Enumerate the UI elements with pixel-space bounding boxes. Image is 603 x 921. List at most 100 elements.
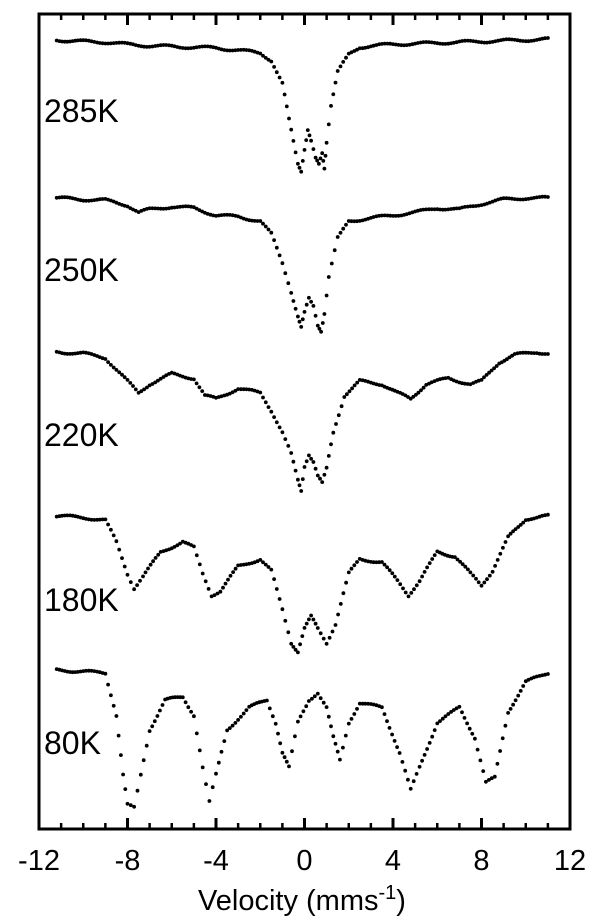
data-point bbox=[161, 43, 166, 47]
data-point bbox=[391, 42, 395, 46]
data-point bbox=[408, 396, 413, 401]
data-point bbox=[380, 705, 384, 710]
data-point bbox=[266, 57, 271, 62]
data-point bbox=[430, 734, 435, 739]
data-point bbox=[200, 571, 205, 576]
data-point bbox=[458, 559, 462, 564]
data-point bbox=[329, 261, 334, 266]
curve-label-250K: 250K bbox=[44, 252, 119, 288]
data-point bbox=[492, 366, 496, 371]
spectrum-220K bbox=[54, 349, 550, 493]
data-point bbox=[380, 213, 384, 218]
data-point bbox=[324, 465, 329, 470]
data-point bbox=[387, 568, 392, 573]
data-point bbox=[84, 517, 88, 521]
data-point bbox=[147, 206, 152, 211]
data-point bbox=[309, 613, 313, 618]
data-point bbox=[263, 400, 268, 405]
data-point bbox=[97, 197, 102, 202]
data-point bbox=[321, 636, 326, 641]
data-point bbox=[286, 281, 291, 286]
data-point bbox=[460, 39, 464, 43]
data-point bbox=[203, 579, 208, 584]
data-point bbox=[482, 580, 487, 585]
data-point bbox=[122, 375, 127, 380]
data-point bbox=[266, 565, 271, 569]
data-point bbox=[261, 221, 265, 226]
data-point bbox=[540, 194, 545, 199]
data-point bbox=[92, 669, 97, 673]
data-point bbox=[197, 748, 202, 753]
data-point bbox=[309, 138, 313, 143]
data-point bbox=[172, 545, 177, 549]
data-point bbox=[78, 38, 83, 43]
data-point bbox=[111, 533, 116, 538]
data-point bbox=[178, 541, 182, 546]
data-point bbox=[338, 230, 343, 235]
data-point bbox=[479, 40, 484, 45]
x-tick-label: 4 bbox=[385, 845, 401, 877]
curve-label-285K: 285K bbox=[44, 93, 119, 129]
data-point bbox=[374, 214, 379, 219]
data-point bbox=[521, 350, 525, 355]
data-point bbox=[117, 40, 122, 45]
data-point bbox=[276, 731, 280, 736]
data-point bbox=[324, 140, 329, 145]
data-point bbox=[266, 405, 271, 409]
data-point bbox=[487, 40, 492, 45]
data-point bbox=[382, 41, 387, 46]
data-point bbox=[287, 116, 291, 121]
data-point bbox=[482, 375, 486, 380]
data-point bbox=[244, 387, 249, 392]
data-point bbox=[282, 755, 287, 760]
data-point bbox=[534, 195, 539, 200]
data-point bbox=[116, 733, 121, 738]
data-point bbox=[263, 56, 268, 60]
data-point bbox=[218, 589, 223, 594]
data-point bbox=[141, 758, 146, 763]
data-point bbox=[478, 758, 483, 763]
data-point bbox=[142, 387, 147, 392]
data-point bbox=[493, 564, 497, 568]
data-point bbox=[510, 37, 514, 42]
data-point bbox=[395, 745, 399, 749]
data-point bbox=[186, 46, 191, 51]
data-point bbox=[466, 567, 470, 572]
data-point bbox=[178, 204, 182, 209]
data-point bbox=[420, 574, 424, 579]
data-point bbox=[258, 51, 263, 56]
data-point bbox=[454, 706, 459, 711]
data-point bbox=[267, 706, 272, 711]
data-point bbox=[435, 721, 440, 726]
data-point bbox=[92, 518, 97, 522]
data-point bbox=[414, 583, 419, 588]
data-point bbox=[462, 716, 467, 720]
data-point bbox=[225, 48, 230, 53]
data-point bbox=[200, 765, 205, 770]
data-point bbox=[481, 769, 486, 773]
data-point bbox=[366, 701, 370, 706]
data-point bbox=[513, 698, 518, 703]
data-point bbox=[270, 714, 275, 719]
data-point bbox=[406, 777, 410, 782]
data-point bbox=[296, 477, 300, 482]
data-point bbox=[283, 271, 288, 276]
data-point bbox=[331, 92, 336, 97]
data-point bbox=[432, 207, 437, 212]
x-axis-ticks bbox=[37, 14, 572, 829]
data-point bbox=[498, 551, 503, 556]
data-point bbox=[106, 682, 110, 687]
data-point bbox=[255, 219, 260, 223]
data-point bbox=[443, 714, 448, 719]
data-point bbox=[194, 731, 199, 736]
data-point bbox=[382, 712, 387, 716]
data-point bbox=[349, 717, 354, 721]
data-point bbox=[465, 38, 470, 43]
data-point bbox=[293, 468, 298, 473]
data-point bbox=[390, 571, 395, 576]
data-point bbox=[523, 39, 528, 44]
data-point bbox=[429, 40, 434, 45]
data-point bbox=[153, 380, 158, 385]
data-point bbox=[421, 207, 426, 212]
data-point bbox=[60, 39, 64, 44]
